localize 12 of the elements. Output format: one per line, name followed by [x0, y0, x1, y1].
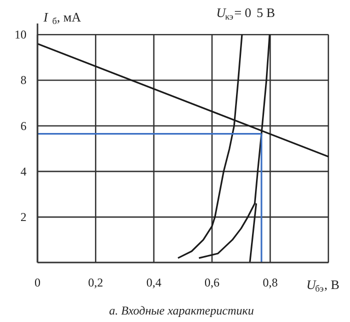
x-tick-label: 0	[34, 276, 40, 290]
x-tick-label: 0,8	[262, 276, 278, 290]
x-tick-label: 0,2	[88, 276, 104, 290]
x-tick-label: 0,4	[146, 276, 162, 290]
series-label: 5 В	[256, 5, 276, 20]
y-tick-label: 4	[20, 164, 26, 178]
text: а. Входные характеристики	[109, 304, 254, 318]
y-tick-label: 8	[20, 73, 26, 88]
y-tick-label: 10	[14, 28, 26, 42]
y-tick-label: 6	[20, 118, 26, 133]
y-tick-label: 2	[20, 210, 26, 224]
x-tick-label: 0,6	[204, 276, 220, 290]
